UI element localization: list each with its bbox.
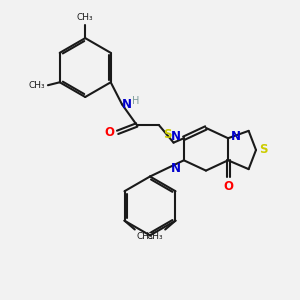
Text: O: O [104,126,114,140]
Text: N: N [231,130,241,143]
Text: CH₃: CH₃ [28,81,45,90]
Text: N: N [122,98,132,111]
Text: CH₃: CH₃ [77,13,94,22]
Text: N: N [171,130,181,143]
Text: O: O [223,180,233,193]
Text: CH₃: CH₃ [137,232,154,241]
Text: H: H [132,96,140,106]
Text: S: S [164,128,172,141]
Text: N: N [171,162,181,175]
Text: S: S [260,143,268,157]
Text: CH₃: CH₃ [146,232,163,241]
